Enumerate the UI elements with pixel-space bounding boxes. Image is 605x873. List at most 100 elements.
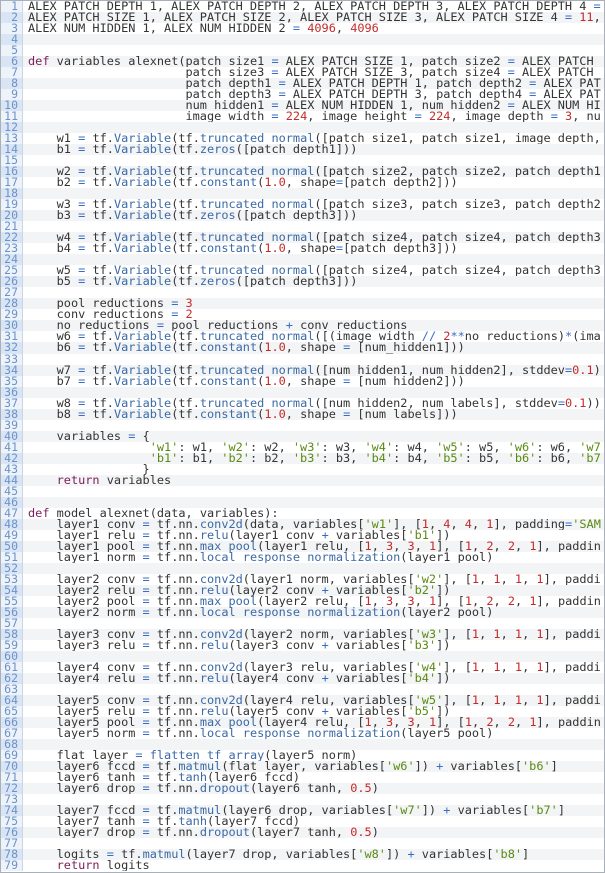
code-line[interactable]: 40 variables = { (1, 430, 604, 442)
line-number: 40 (1, 430, 23, 442)
code-line[interactable]: 26 b5 = tf.Variable(tf.zeros([patch_dept… (1, 276, 604, 288)
code-line[interactable]: 20 b3 = tf.Variable(tf.zeros([patch_dept… (1, 210, 604, 222)
line-number: 19 (1, 199, 23, 211)
line-number: 60 (1, 650, 23, 662)
code-text: w5 = tf.Variable(tf.truncated_normal([pa… (28, 265, 601, 277)
code-line[interactable]: 44 return variables (1, 474, 604, 486)
code-line[interactable]: 17 b2 = tf.Variable(tf.constant(1.0, sha… (1, 176, 604, 189)
code-line[interactable]: 51 layer1_norm = tf.nn.local_response_no… (1, 551, 604, 563)
line-number: 51 (1, 551, 23, 563)
code-line[interactable]: 48 layer1_conv = tf.nn.conv2d(data, vari… (1, 518, 604, 530)
code-line[interactable]: 7 patch_size3 = ALEX_PATCH_SIZE_3, patch… (1, 66, 604, 79)
code-line[interactable]: 63 (1, 683, 604, 695)
code-text: patch_size3 = ALEX_PATCH_SIZE_3, patch_s… (28, 67, 601, 79)
code-line[interactable]: 11 image_width = 224, image_height = 224… (1, 110, 604, 123)
code-line[interactable]: 78 logits = tf.matmul(layer7_drop, varia… (1, 848, 604, 861)
code-line[interactable]: 77 (1, 837, 604, 850)
code-text: return logits (56, 860, 150, 872)
code-line[interactable]: 19 w3 = tf.Variable(tf.truncated_normal(… (1, 199, 604, 211)
code-line[interactable]: 50 layer1_pool = tf.nn.max_pool(layer1_r… (1, 540, 604, 552)
code-line[interactable]: 42 'b1': b1, 'b2': b2, 'b3': b3, 'b4': b… (1, 452, 604, 464)
code-line[interactable]: 79 return logits (1, 859, 604, 872)
code-line[interactable]: 15 (1, 154, 604, 167)
line-number: 52 (1, 562, 23, 574)
code-line[interactable]: 35 b7 = tf.Variable(tf.constant(1.0, sha… (1, 375, 604, 387)
code-line[interactable]: 21 (1, 221, 604, 233)
code-line[interactable]: 38 b8 = tf.Variable(tf.constant(1.0, sha… (1, 408, 604, 420)
code-line[interactable]: 55 layer2_pool = tf.nn.max_pool(layer2_r… (1, 595, 604, 607)
code-line[interactable]: 14 b1 = tf.Variable(tf.zeros([patch_dept… (1, 143, 604, 156)
code-line[interactable]: 70 layer6_fccd = tf.matmul(flat_layer, v… (1, 760, 604, 773)
code-line[interactable]: 31 w6 = tf.Variable(tf.truncated_normal(… (1, 331, 604, 343)
code-line[interactable]: 52 (1, 562, 604, 574)
code-text: layer2_relu = tf.nn.relu(layer2_conv + v… (23, 584, 604, 596)
code-line[interactable]: 60 (1, 650, 604, 662)
code-line[interactable]: 16 w2 = tf.Variable(tf.truncated_normal(… (1, 165, 604, 178)
code-line[interactable]: 54 layer2_relu = tf.nn.relu(layer2_conv … (1, 584, 604, 596)
code-line[interactable]: 72 layer6_drop = tf.nn.dropout(layer6_ta… (1, 782, 604, 795)
code-line[interactable]: 34 w7 = tf.Variable(tf.truncated_normal(… (1, 364, 604, 376)
code-line[interactable]: 3 ALEX_NUM_HIDDEN_1, ALEX_NUM_HIDDEN_2 = … (1, 22, 604, 35)
code-line[interactable]: 10 num_hidden1 = ALEX_NUM_HIDDEN_1, num_… (1, 99, 604, 112)
code-line[interactable]: 28 pool_reductions = 3 (1, 298, 604, 310)
code-line[interactable]: 27 (1, 287, 604, 299)
code-line[interactable]: 69 flat_layer = flatten_tf_array(layer5_… (1, 749, 604, 762)
code-text (23, 618, 604, 629)
code-line[interactable]: 58 layer3_conv = tf.nn.conv2d(layer2_nor… (1, 628, 604, 640)
code-line[interactable]: 33 (1, 353, 604, 365)
code-text: layer6_fccd = tf.matmul(flat_layer, vari… (23, 761, 604, 773)
code-line[interactable]: 59 layer3_relu = tf.nn.relu(layer3_conv … (1, 639, 604, 651)
code-line[interactable]: 12 (1, 121, 604, 134)
code-line[interactable]: 29 conv_reductions = 2 (1, 309, 604, 321)
code-line[interactable]: 22 w4 = tf.Variable(tf.truncated_normal(… (1, 232, 604, 244)
line-number: 45 (1, 485, 23, 497)
code-line[interactable]: 61 layer4_conv = tf.nn.conv2d(layer3_rel… (1, 661, 604, 673)
code-line[interactable]: 1 ALEX_PATCH_DEPTH_1, ALEX_PATCH_DEPTH_2,… (1, 1, 604, 13)
code-line[interactable]: 30 no_reductions = pool_reductions + con… (1, 320, 604, 332)
code-text (23, 420, 604, 431)
code-line[interactable]: 57 (1, 617, 604, 629)
code-line[interactable]: 41 'w1': w1, 'w2': w2, 'w3': w3, 'w4': w… (1, 441, 604, 453)
code-line[interactable]: 32 b6 = tf.Variable(tf.constant(1.0, sha… (1, 342, 604, 354)
code-line[interactable]: 43 } (1, 463, 604, 475)
code-line[interactable]: 65 layer5_relu = tf.nn.relu(layer5_conv … (1, 705, 604, 718)
code-line[interactable]: 74 layer7_fccd = tf.matmul(layer6_drop, … (1, 804, 604, 817)
code-line[interactable]: 6 def variables_alexnet(patch_size1 = ALE… (1, 55, 604, 68)
code-line[interactable]: 39 (1, 419, 604, 431)
code-line[interactable]: 49 layer1_relu = tf.nn.relu(layer1_conv … (1, 529, 604, 541)
code-text (23, 221, 604, 232)
code-line[interactable]: 4 (1, 33, 604, 46)
code-line[interactable]: 45 (1, 485, 604, 497)
code-line[interactable]: 23 b4 = tf.Variable(tf.constant(1.0, sha… (1, 243, 604, 255)
code-line[interactable]: 66 layer5_pool = tf.nn.max_pool(layer4_r… (1, 716, 604, 729)
code-line[interactable]: 62 layer4_relu = tf.nn.relu(layer4_conv … (1, 672, 604, 684)
code-line[interactable]: 8 patch_depth1 = ALEX_PATCH_DEPTH_1, pat… (1, 77, 604, 90)
code-line[interactable]: 56 layer2_norm = tf.nn.local_response_no… (1, 606, 604, 618)
code-line[interactable]: 67 layer5_norm = tf.nn.local_response_no… (1, 727, 604, 740)
code-line[interactable]: 18 (1, 188, 604, 200)
code-line[interactable]: 2 ALEX_PATCH_SIZE_1, ALEX_PATCH_SIZE_2, A… (1, 11, 604, 24)
code-line[interactable]: 36 (1, 386, 604, 398)
code-line[interactable]: 68 (1, 738, 604, 751)
code-line[interactable]: 25 w5 = tf.Variable(tf.truncated_normal(… (1, 265, 604, 277)
code-line[interactable]: 46 (1, 496, 604, 508)
code-line[interactable]: 37 w8 = tf.Variable(tf.truncated_normal(… (1, 397, 604, 409)
line-number: 2 (1, 11, 23, 24)
code-line[interactable]: 47 def model_alexnet(data, variables): (1, 507, 604, 519)
code-line[interactable]: 76 layer7_drop = tf.nn.dropout(layer7_ta… (1, 826, 604, 839)
code-text: return variables (23, 474, 604, 486)
code-line[interactable]: 75 layer7_tanh = tf.tanh(layer7_fccd) (1, 815, 604, 828)
code-line[interactable]: 64 layer5_conv = tf.nn.conv2d(layer4_rel… (1, 694, 604, 706)
line-number: 30 (1, 320, 23, 332)
line-number: 11 (1, 110, 23, 123)
code-line[interactable]: 71 layer6_tanh = tf.tanh(layer6_fccd) (1, 771, 604, 784)
code-line[interactable]: 13 w1 = tf.Variable(tf.truncated_normal(… (1, 132, 604, 145)
code-text: w3 = tf.Variable(tf.truncated_normal([pa… (28, 199, 601, 211)
code-line[interactable]: 73 (1, 793, 604, 806)
code-line[interactable]: 5 (1, 44, 604, 57)
code-line[interactable]: 9 patch_depth3 = ALEX_PATCH_DEPTH_3, pat… (1, 88, 604, 101)
code-line[interactable]: 24 (1, 254, 604, 266)
code-line[interactable]: 53 layer2_conv = tf.nn.conv2d(layer1_nor… (1, 573, 604, 585)
code-text: no_reductions = pool_reductions + conv_r… (23, 320, 604, 332)
